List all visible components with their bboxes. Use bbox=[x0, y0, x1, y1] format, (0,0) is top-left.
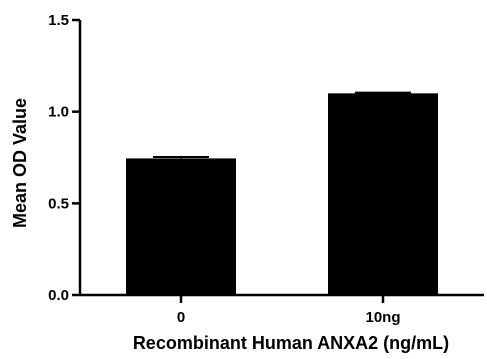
x-axis-title: Recombinant Human ANXA2 (ng/mL) bbox=[133, 333, 449, 353]
y-tick-label-1: 0.5 bbox=[48, 195, 69, 212]
y-tick-label-0: 0.0 bbox=[48, 287, 69, 304]
bar-1 bbox=[328, 93, 438, 295]
y-tick-label-3: 1.5 bbox=[48, 12, 69, 29]
x-tick-label-1: 10ng bbox=[365, 309, 400, 326]
bar-0 bbox=[126, 158, 236, 295]
y-axis-title: Mean OD Value bbox=[10, 98, 30, 228]
bars bbox=[126, 91, 438, 295]
y-tick-label-2: 1.0 bbox=[48, 104, 69, 121]
x-axis: 0 10ng bbox=[80, 293, 484, 326]
y-axis: 0.0 0.5 1.0 1.5 bbox=[48, 12, 82, 304]
x-tick-label-0: 0 bbox=[177, 309, 185, 326]
